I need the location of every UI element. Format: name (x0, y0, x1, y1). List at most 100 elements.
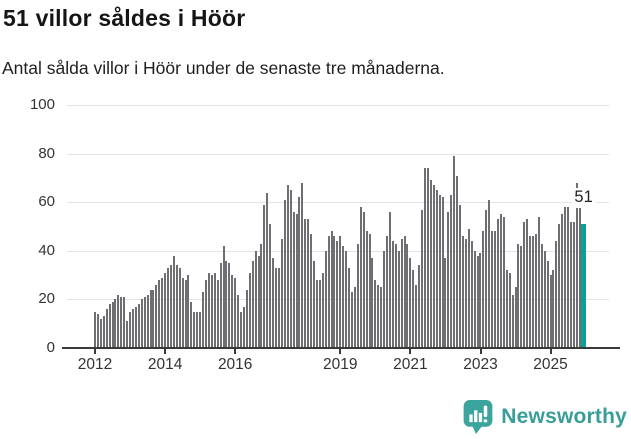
x-axis-tick (409, 349, 412, 354)
bar (272, 258, 275, 348)
bar (102, 316, 105, 348)
bar (333, 236, 336, 348)
bar (286, 185, 289, 348)
bar (149, 289, 152, 348)
bar (546, 260, 549, 348)
bar (292, 211, 295, 348)
bar (210, 275, 213, 348)
bar (184, 280, 187, 348)
bar (190, 301, 193, 348)
bar (129, 311, 132, 349)
bar (470, 241, 473, 348)
bar (108, 304, 111, 348)
x-axis-tick-label: 2016 (217, 356, 253, 373)
bar (234, 277, 237, 348)
bar (263, 204, 266, 348)
bar (467, 228, 470, 348)
bar (161, 277, 164, 348)
bar (520, 245, 523, 348)
bar (552, 270, 555, 348)
bar (409, 258, 412, 348)
bar (502, 216, 505, 348)
bar (540, 243, 543, 348)
bar (488, 199, 491, 348)
chart-subtitle: Antal sålda villor i Höör under de senas… (2, 58, 445, 78)
bar (368, 233, 371, 348)
bar (537, 216, 540, 348)
bar (231, 275, 234, 348)
x-axis-tick-label: 2012 (77, 356, 113, 373)
bar (497, 219, 500, 348)
bar (205, 280, 208, 348)
bar (482, 231, 485, 348)
bar (269, 224, 272, 348)
bar (353, 287, 356, 349)
x-axis-tick (164, 349, 167, 354)
bar (181, 277, 184, 348)
x-axis-tick-label: 2014 (147, 356, 183, 373)
bar (123, 297, 126, 348)
bar (242, 306, 245, 348)
bar (158, 280, 161, 348)
bar (196, 311, 199, 349)
bar (558, 224, 561, 348)
bar (534, 233, 537, 348)
bar (207, 272, 210, 348)
bar (543, 250, 546, 348)
y-axis-tick-label: 20 (38, 290, 55, 308)
bar (570, 221, 573, 348)
bar (178, 267, 181, 348)
highlight-value-label: 51 (571, 188, 596, 208)
bar (339, 236, 342, 348)
bar (164, 272, 167, 348)
bar (310, 233, 313, 348)
highlight-bar (581, 224, 587, 348)
bar (391, 241, 394, 348)
bar (418, 265, 421, 348)
newsworthy-logo-icon (463, 399, 493, 434)
bar (187, 275, 190, 348)
x-axis-tick-label: 2019 (323, 356, 358, 373)
x-axis-line (62, 347, 620, 349)
bar (485, 209, 488, 348)
x-axis-tick (339, 349, 342, 354)
bar (435, 190, 438, 348)
bar (237, 294, 240, 348)
bar (99, 318, 102, 348)
gridline-y80 (67, 153, 609, 155)
bar (345, 250, 348, 348)
bar (356, 243, 359, 348)
bar (526, 219, 529, 348)
y-axis-tick-label: 100 (29, 96, 55, 113)
bar (137, 304, 140, 348)
bar (459, 204, 462, 348)
bar (575, 182, 578, 348)
bar (321, 272, 324, 348)
bar (143, 297, 146, 348)
bar (383, 250, 386, 348)
brand-footer: Newsworthy (462, 397, 627, 437)
bar (278, 267, 281, 348)
bar (426, 168, 429, 348)
bar (561, 214, 564, 348)
bar (441, 197, 444, 348)
bar (567, 207, 570, 348)
bar (213, 272, 216, 348)
bar (415, 284, 418, 348)
bar (298, 197, 301, 348)
bar (96, 314, 99, 348)
bar (307, 219, 310, 348)
bar (140, 299, 143, 348)
bar (289, 190, 292, 348)
bar (365, 231, 368, 348)
bar (362, 211, 365, 348)
bar (494, 231, 497, 348)
bar (374, 280, 377, 348)
bar (476, 255, 479, 348)
bar (514, 287, 517, 349)
bar (120, 297, 123, 348)
bar (114, 299, 117, 348)
x-axis-tick-label: 2025 (533, 356, 568, 373)
bar (336, 241, 339, 348)
bar (491, 231, 494, 348)
